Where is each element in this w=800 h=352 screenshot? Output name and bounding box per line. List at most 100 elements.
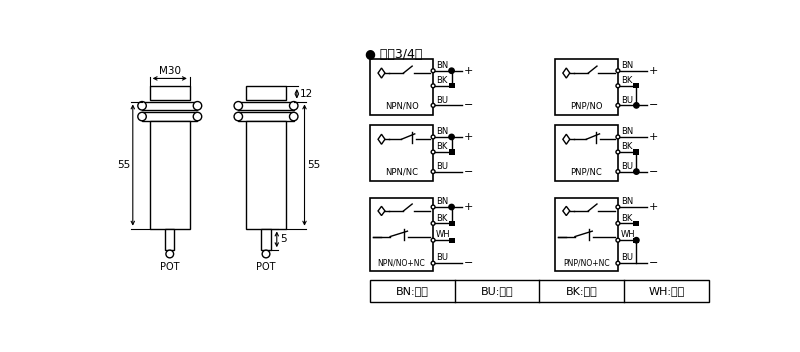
Text: BK:黑色: BK:黑色 [566,286,598,296]
Text: 55: 55 [307,160,321,170]
Circle shape [290,101,298,110]
Text: −: − [649,258,658,268]
Bar [150,121,190,228]
Text: BN: BN [436,127,449,136]
Circle shape [431,261,435,265]
Text: −: − [649,100,658,111]
Circle shape [431,135,435,139]
Text: +: + [464,132,474,142]
Circle shape [431,84,435,88]
Text: POT: POT [160,262,179,272]
Text: BN: BN [621,197,634,206]
Text: BN: BN [621,127,634,136]
Text: +: + [649,202,658,212]
Text: BN: BN [436,61,449,70]
Bar [449,83,454,88]
Circle shape [634,238,639,243]
Bar [554,59,618,115]
Circle shape [194,112,202,121]
Circle shape [616,261,620,265]
Circle shape [166,250,174,258]
Circle shape [431,238,435,242]
Bar [370,59,433,115]
Text: WH: WH [436,231,451,239]
Circle shape [431,221,435,225]
Bar [238,112,294,121]
Text: WH:白色: WH:白色 [648,286,685,296]
Text: BN: BN [621,61,634,70]
Circle shape [616,84,620,88]
Circle shape [431,69,435,73]
Text: WH: WH [621,231,636,239]
Bar [370,198,433,271]
Circle shape [234,112,242,121]
Bar [150,86,190,100]
Text: BK: BK [621,142,632,151]
Text: BU: BU [436,162,448,171]
Circle shape [138,112,146,121]
Text: BU:兰色: BU:兰色 [481,286,514,296]
Circle shape [449,68,454,74]
Bar [449,221,454,226]
Bar [246,86,286,100]
Bar [449,238,454,243]
Circle shape [262,250,270,258]
Circle shape [449,134,454,140]
Text: BN: BN [436,197,449,206]
Text: BU: BU [621,96,633,105]
Text: BN:棕色: BN:棕色 [396,286,429,296]
Text: M30: M30 [158,66,181,76]
Bar [262,228,270,250]
Text: +: + [649,66,658,76]
Circle shape [616,150,620,154]
Circle shape [616,103,620,107]
Bar [370,280,709,302]
Circle shape [616,205,620,209]
Circle shape [616,221,620,225]
Bar [634,149,639,155]
Bar [554,198,618,271]
Bar [554,125,618,181]
Circle shape [616,69,620,73]
Bar [142,101,198,110]
Bar [449,149,454,155]
Text: POT: POT [256,262,276,272]
Text: BK: BK [621,214,632,222]
Text: 5: 5 [280,234,286,244]
Text: NPN/NC: NPN/NC [385,168,418,177]
Bar [634,221,639,226]
Bar [246,121,286,228]
Text: 55: 55 [118,160,130,170]
Text: PNP/NO: PNP/NO [570,102,602,111]
Text: BU: BU [436,253,448,263]
Bar [634,238,639,243]
Text: BU: BU [436,96,448,105]
Text: ● 直涁3/4线: ● 直涁3/4线 [366,48,422,61]
Text: +: + [464,66,474,76]
Bar [370,125,433,181]
Bar [634,83,639,88]
Bar [165,228,174,250]
Text: +: + [649,132,658,142]
Text: BK: BK [436,142,447,151]
Bar [238,101,294,110]
Circle shape [616,135,620,139]
Text: PNP/NO+NC: PNP/NO+NC [563,259,610,268]
Circle shape [234,101,242,110]
Circle shape [431,205,435,209]
Text: +: + [464,202,474,212]
Text: BK: BK [436,214,447,222]
Circle shape [431,150,435,154]
Circle shape [449,204,454,210]
Text: BK: BK [621,76,632,85]
Circle shape [290,112,298,121]
Circle shape [431,170,435,174]
Text: NPN/NO: NPN/NO [385,102,418,111]
Circle shape [616,238,620,242]
Circle shape [634,103,639,108]
Circle shape [138,101,146,110]
Text: PNP/NC: PNP/NC [570,168,602,177]
Circle shape [194,101,202,110]
Text: BU: BU [621,162,633,171]
Circle shape [431,103,435,107]
